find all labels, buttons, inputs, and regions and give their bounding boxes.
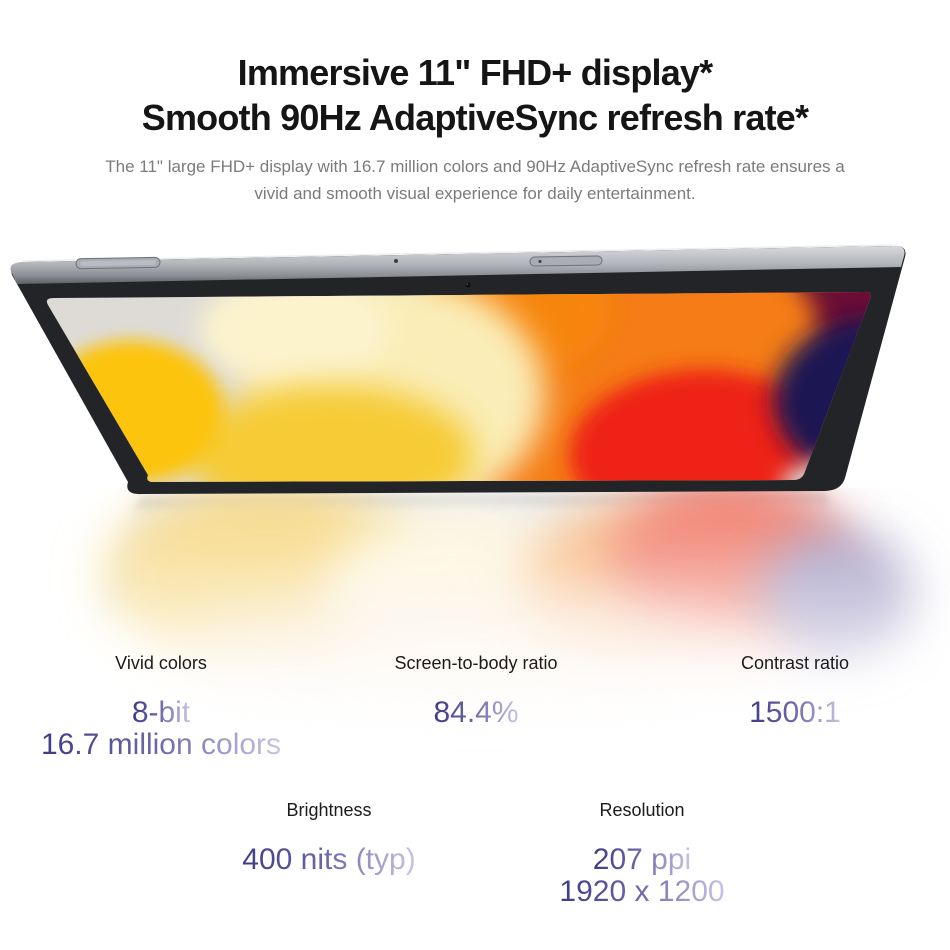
spec-contrast-ratio: Contrast ratio 1500:1 bbox=[640, 653, 950, 729]
tablet-top-edge bbox=[10, 245, 905, 284]
spec-value: 400 nits (typ) bbox=[169, 844, 489, 876]
spec-label: Brightness bbox=[286, 800, 372, 820]
spec-value-line: 16.7 million colors bbox=[40, 728, 282, 761]
spec-value: 84.4% bbox=[322, 697, 630, 729]
microphone-hole bbox=[394, 259, 398, 263]
spec-label: Resolution bbox=[599, 800, 685, 820]
spec-brightness: Brightness 400 nits (typ) bbox=[169, 800, 489, 876]
front-camera bbox=[465, 282, 471, 288]
subtitle-line-2: vivid and smooth visual experience for d… bbox=[254, 184, 696, 203]
sim-tray bbox=[529, 255, 603, 267]
spec-value-line: 1500:1 bbox=[749, 696, 841, 729]
spec-value: 1500:1 bbox=[640, 697, 950, 729]
title-line-2: Smooth 90Hz AdaptiveSync refresh rate* bbox=[141, 97, 809, 138]
page-subtitle: The 11" large FHD+ display with 16.7 mil… bbox=[35, 153, 915, 207]
subtitle-line-1: The 11" large FHD+ display with 16.7 mil… bbox=[105, 157, 845, 176]
spec-label: Screen-to-body ratio bbox=[394, 653, 558, 673]
page-title: Immersive 11" FHD+ display* Smooth 90Hz … bbox=[0, 50, 950, 140]
spec-value: 8-bit 16.7 million colors bbox=[6, 697, 316, 761]
tablet-screen-artwork bbox=[46, 291, 871, 482]
spec-label: Vivid colors bbox=[115, 653, 207, 673]
spec-value-line: 400 nits (typ) bbox=[242, 843, 416, 876]
tablet-reflection bbox=[100, 480, 914, 730]
spec-value-line: 207 ppi bbox=[592, 843, 692, 876]
tablet-body bbox=[10, 244, 906, 495]
spec-value-line: 84.4% bbox=[433, 696, 519, 729]
volume-button bbox=[75, 256, 161, 270]
spec-value-line: 8-bit bbox=[131, 696, 191, 729]
title-line-1: Immersive 11" FHD+ display* bbox=[237, 52, 714, 93]
spec-label: Contrast ratio bbox=[740, 653, 850, 673]
spec-vivid-colors: Vivid colors 8-bit 16.7 million colors bbox=[6, 653, 316, 761]
spec-resolution: Resolution 207 ppi 1920 x 1200 bbox=[482, 800, 802, 908]
spec-value-line: 1920 x 1200 bbox=[559, 875, 725, 908]
spec-screen-to-body-ratio: Screen-to-body ratio 84.4% bbox=[322, 653, 630, 729]
spec-value: 207 ppi 1920 x 1200 bbox=[482, 844, 802, 908]
